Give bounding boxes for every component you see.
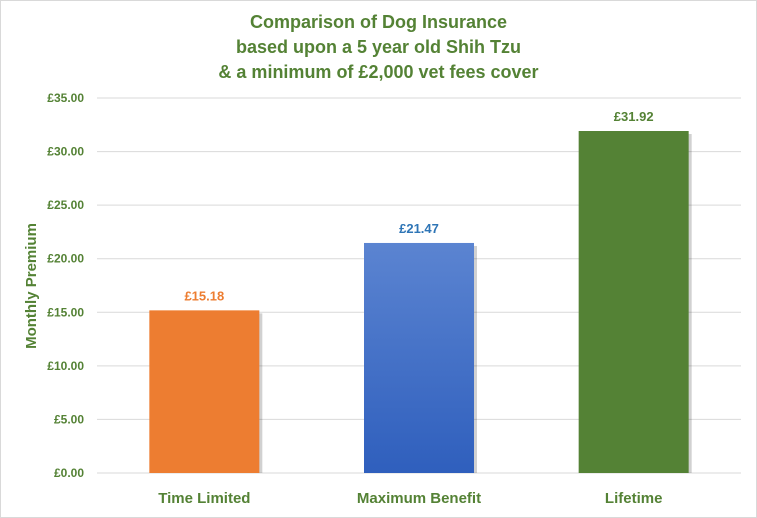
y-axis-ticks: £0.00 £5.00 £10.00 £15.00 £20.00 £25.00 £30.00…	[47, 91, 84, 480]
y-tick-label: £30.00	[47, 145, 84, 159]
x-category-label: Lifetime	[605, 490, 663, 507]
bar-time-limited	[149, 310, 260, 473]
data-labels: £15.18 £21.47 £31.92	[184, 109, 653, 303]
y-tick-label: £35.00	[47, 91, 84, 105]
x-category-label: Maximum Benefit	[357, 490, 481, 507]
bar-maximum-benefit	[364, 242, 474, 473]
chart-title: Comparison of Dog Insurance based upon a…	[0, 10, 757, 85]
y-tick-label: £10.00	[47, 359, 84, 373]
data-label: £31.92	[614, 109, 654, 124]
y-tick-label: £15.00	[47, 305, 84, 319]
data-label: £15.18	[184, 288, 224, 303]
chart-title-line-1: Comparison of Dog Insurance	[249, 12, 508, 32]
data-label: £21.47	[399, 221, 439, 236]
x-axis-categories: Time Limited Maximum Benefit Lifetime	[158, 490, 662, 507]
bars	[149, 131, 692, 473]
y-axis-label: Monthly Premium	[23, 223, 40, 349]
y-tick-label: £5.00	[54, 412, 84, 426]
chart-title-line-2: based upon a 5 year old Shih Tzu	[235, 37, 522, 57]
bar-lifetime	[578, 131, 689, 473]
chart-title-line-3: & a minimum of £2,000 vet fees cover	[218, 62, 539, 82]
y-tick-label: £25.00	[47, 198, 84, 212]
y-tick-label: £0.00	[54, 466, 84, 480]
y-tick-label: £20.00	[47, 252, 84, 266]
x-category-label: Time Limited	[158, 490, 250, 507]
